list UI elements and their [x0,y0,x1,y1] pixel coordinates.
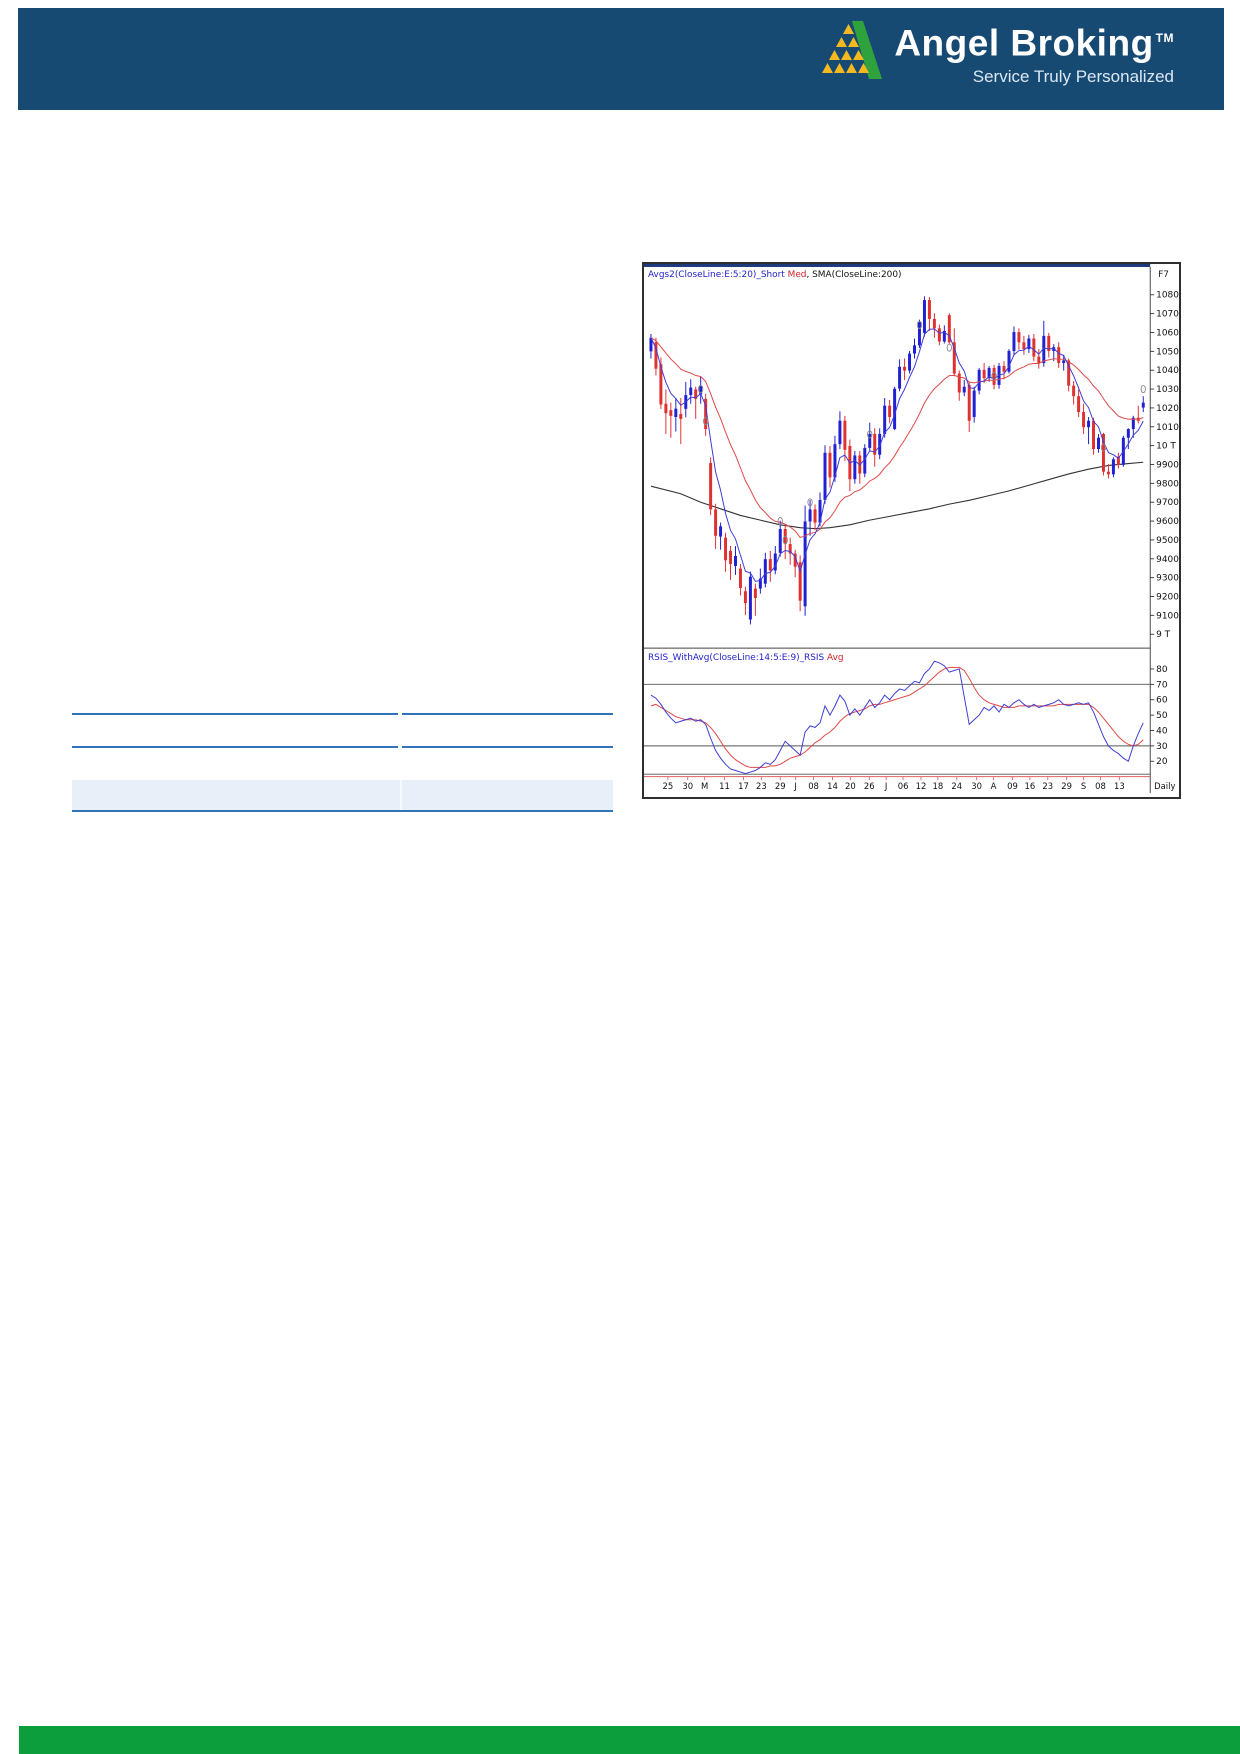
svg-text:10800: 10800 [1156,291,1179,301]
svg-text:Daily: Daily [1154,781,1175,791]
svg-text:10100: 10100 [1156,423,1179,433]
rsi-line [650,660,1144,775]
svg-text:9900: 9900 [1156,460,1179,470]
svg-text:10300: 10300 [1156,385,1179,395]
svg-text:A: A [991,781,997,791]
svg-text:10200: 10200 [1156,404,1179,414]
signal-markers [698,320,1146,544]
svg-text:10700: 10700 [1156,310,1179,320]
svg-text:J: J [793,781,796,791]
candlestick-rsi-chart: Avgs2(CloseLine:E:5:20)_Short Med, SMA(C… [644,264,1179,797]
svg-text:17: 17 [738,781,749,791]
svg-text:20: 20 [845,781,856,791]
short-ema-line [650,328,1144,582]
svg-text:9200: 9200 [1156,592,1179,602]
svg-text:08: 08 [808,781,819,791]
svg-text:9100: 9100 [1156,611,1179,621]
chart-title: Avgs2(CloseLine:E:5:20)_Short Med, SMA(C… [648,270,902,280]
svg-text:80: 80 [1156,665,1168,675]
svg-text:S: S [1081,781,1086,791]
svg-text:9800: 9800 [1156,479,1179,489]
brand-tagline: Service Truly Personalized [972,67,1174,87]
table-rule-top-right [402,713,613,715]
svg-text:70: 70 [1156,680,1168,690]
x-axis-labels: 25 30 M 11 17 23 29 J 08 14 20 26 J 06 12 18 24 30 A 09 16 23… [663,777,1125,791]
svg-text:06: 06 [898,781,909,791]
svg-text:9400: 9400 [1156,555,1179,565]
svg-text:12: 12 [916,781,927,791]
svg-text:11: 11 [719,781,730,791]
svg-text:Avgs2(CloseLine:E:5:20)_Short: Avgs2(CloseLine:E:5:20)_Short Med, SMA(C… [648,270,902,280]
svg-text:30: 30 [971,781,982,791]
chart-top-strip [644,264,1151,267]
svg-text:30: 30 [1156,742,1168,752]
svg-text:23: 23 [756,781,767,791]
svg-text:9600: 9600 [1156,517,1179,527]
svg-text:25: 25 [663,781,674,791]
svg-text:10500: 10500 [1156,347,1179,357]
source-label: F7 [1158,270,1169,280]
table-rule-mid-right [402,746,613,748]
svg-text:60: 60 [1156,696,1168,706]
svg-text:20: 20 [1156,757,1168,767]
logo-text: Angel Broking TM Service Truly Personaliz… [894,18,1174,87]
svg-text:08: 08 [1095,781,1106,791]
svg-text:14: 14 [827,781,838,791]
angel-broking-logo-icon [822,21,883,79]
svg-text:29: 29 [775,781,786,791]
angel-broking-logo-block: Angel Broking TM Service Truly Personaliz… [816,18,1174,87]
svg-text:16: 16 [1025,781,1036,791]
interval-label: Daily [1154,781,1175,791]
table-rule-top-left [72,713,398,715]
svg-text:24: 24 [951,781,962,791]
svg-text:10400: 10400 [1156,366,1179,376]
table-rule-bottom [72,810,613,812]
rsi-axis: 80 70 60 50 40 30 20 [1150,665,1168,767]
table-rule-mid-left [72,746,398,748]
svg-text:09: 09 [1007,781,1018,791]
svg-text:23: 23 [1042,781,1053,791]
svg-text:9500: 9500 [1156,536,1179,546]
svg-text:29: 29 [1061,781,1072,791]
svg-text:13: 13 [1114,781,1125,791]
svg-text:J: J [884,781,887,791]
svg-text:26: 26 [864,781,875,791]
footer-bar [19,1726,1240,1754]
svg-text:40: 40 [1156,726,1168,736]
medium-ema-line [650,337,1144,539]
svg-text:RSIS_WithAvg(CloseLine:14:5:E:: RSIS_WithAvg(CloseLine:14:5:E:9)_RSIS Av… [648,653,844,663]
trademark-symbol: TM [1155,31,1174,45]
svg-text:30: 30 [682,781,693,791]
price-axis: 10800 10700 10600 10500 10400 10300 10200 10100… [1149,266,1179,794]
table-shaded-row [72,780,613,810]
rsi-title: RSIS_WithAvg(CloseLine:14:5:E:9)_RSIS Av… [648,653,844,663]
svg-text:F7: F7 [1158,270,1169,280]
candles-layer [649,296,1145,625]
table-column-divider [400,780,402,810]
svg-text:10 T: 10 T [1156,442,1176,452]
svg-text:9 T: 9 T [1156,630,1171,640]
sma200-line [650,461,1144,530]
svg-text:18: 18 [933,781,944,791]
price-chart-frame: Avgs2(CloseLine:E:5:20)_Short Med, SMA(C… [642,262,1181,799]
svg-text:50: 50 [1156,711,1168,721]
svg-text:M: M [701,781,708,791]
svg-text:10600: 10600 [1156,328,1179,338]
brand-name: Angel Broking TM [894,22,1174,64]
header-bar: Angel Broking TM Service Truly Personaliz… [18,8,1224,110]
rsi-avg-line [650,666,1144,768]
svg-text:9300: 9300 [1156,574,1179,584]
svg-text:9700: 9700 [1156,498,1179,508]
